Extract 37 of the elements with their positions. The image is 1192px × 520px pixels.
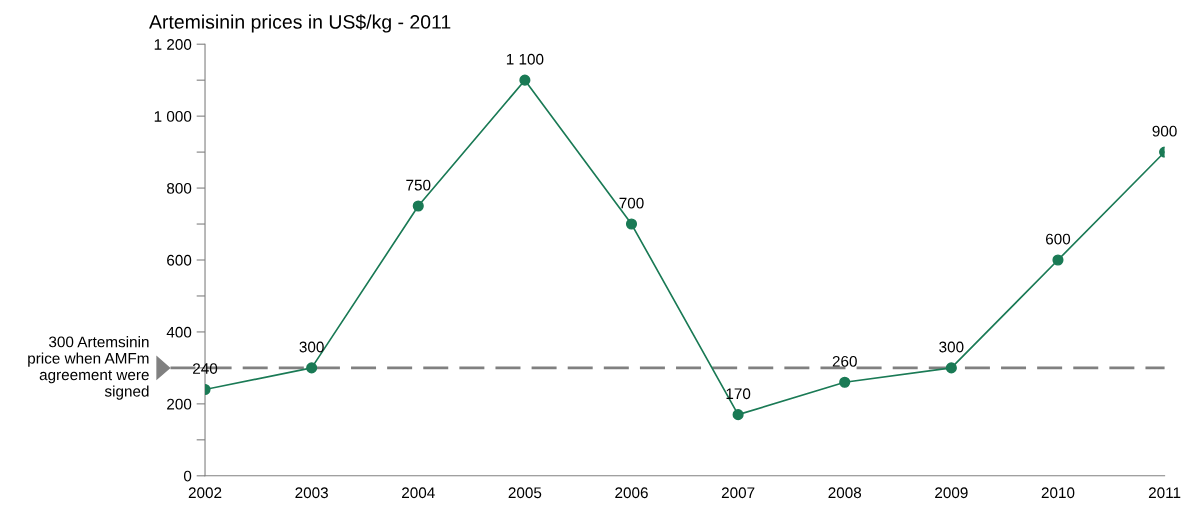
y-tick-label: 0 <box>183 470 192 482</box>
y-tick-label: 600 <box>167 254 192 266</box>
text: 600 <box>1046 233 1071 245</box>
point <box>519 74 531 86</box>
ref-line-label: 300 Artemsinin price when AMFm agreement were signed <box>28 336 149 400</box>
text: 300 <box>299 341 324 353</box>
y-tick-label: 800 <box>167 182 192 194</box>
point <box>306 362 318 374</box>
y-tick-label: 1 000 <box>154 111 192 122</box>
x-tick-label: 2008 <box>828 487 862 499</box>
text: 700 <box>619 197 644 209</box>
point <box>732 409 744 421</box>
text: 170 <box>726 388 751 400</box>
x-tick-label: 2006 <box>615 487 648 499</box>
text: 900 <box>1152 125 1177 137</box>
text: 260 <box>832 355 857 367</box>
text: 240 <box>193 363 218 374</box>
x-tick-label: 2004 <box>402 487 435 499</box>
x-tick-label: 2010 <box>1041 487 1075 499</box>
x-tick-label: 2005 <box>508 487 542 499</box>
text: 1 100 <box>506 53 544 65</box>
text: 300 <box>939 341 964 353</box>
x-tick-label: 2009 <box>935 487 968 499</box>
x-tick-label: 2003 <box>295 487 328 499</box>
x-tick-label: 2011 <box>1148 487 1181 499</box>
text: 750 <box>406 179 431 191</box>
point <box>412 200 424 212</box>
point <box>945 362 957 374</box>
x-tick-label: 2002 <box>188 487 222 499</box>
x-tick-label: 2007 <box>721 487 755 499</box>
point <box>1052 254 1064 266</box>
y-tick-label: 400 <box>166 326 192 338</box>
point <box>625 218 638 230</box>
point <box>839 376 851 388</box>
y-tick-label: 200 <box>167 398 192 410</box>
y-tick-label: 1 200 <box>154 39 192 50</box>
chart-title: Artemisinin prices in US$/kg - 2011 <box>149 14 451 33</box>
